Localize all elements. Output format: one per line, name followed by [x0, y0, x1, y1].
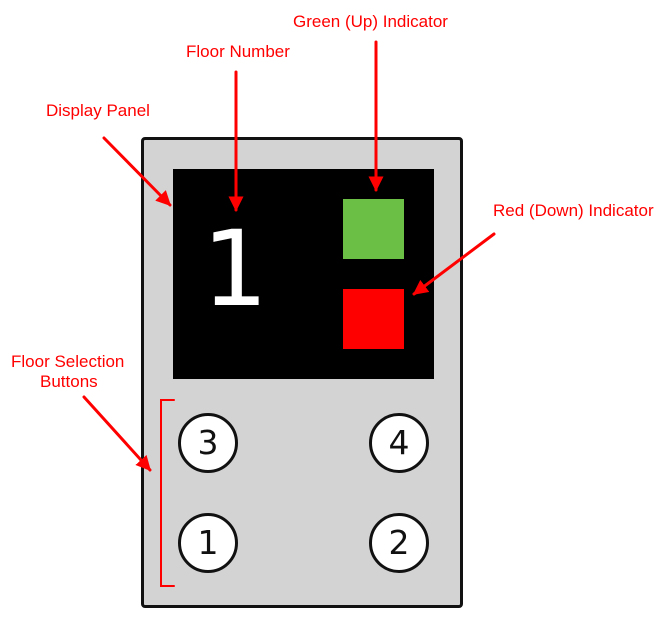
up-indicator: [343, 199, 404, 259]
down-indicator: [343, 289, 404, 349]
up-indicator-label: Green (Up) Indicator: [293, 12, 448, 31]
down-indicator-label: Red (Down) Indicator: [493, 201, 654, 220]
floor-button-4[interactable]: 4: [369, 413, 429, 473]
floor-buttons-label-line2: Buttons: [40, 372, 98, 391]
floor-button-1[interactable]: 1: [178, 513, 238, 573]
floor-number-label: Floor Number: [186, 42, 290, 61]
display-panel-label: Display Panel: [46, 101, 150, 120]
floor-number: 1: [202, 208, 269, 330]
floor-button-2[interactable]: 2: [369, 513, 429, 573]
floor-button-3[interactable]: 3: [178, 413, 238, 473]
floor-buttons-label-line1: Floor Selection: [11, 352, 125, 371]
